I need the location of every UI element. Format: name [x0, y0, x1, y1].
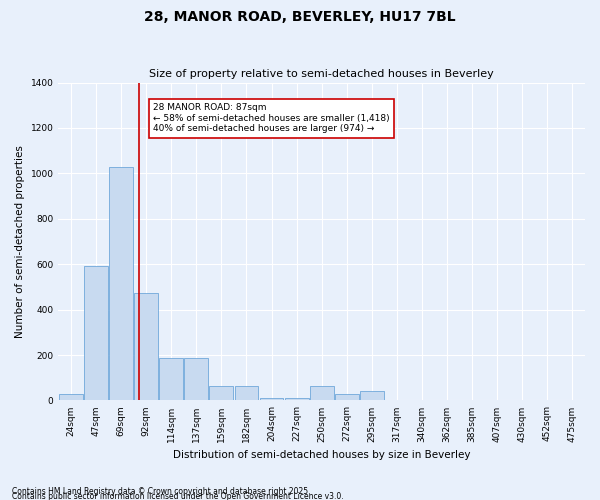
- Bar: [335, 394, 359, 400]
- Bar: [260, 398, 283, 400]
- Bar: [109, 166, 133, 400]
- Bar: [184, 358, 208, 401]
- Bar: [160, 358, 183, 401]
- Bar: [209, 386, 233, 400]
- Bar: [285, 398, 308, 400]
- Text: 28 MANOR ROAD: 87sqm
← 58% of semi-detached houses are smaller (1,418)
40% of se: 28 MANOR ROAD: 87sqm ← 58% of semi-detac…: [153, 103, 390, 133]
- Text: 28, MANOR ROAD, BEVERLEY, HU17 7BL: 28, MANOR ROAD, BEVERLEY, HU17 7BL: [144, 10, 456, 24]
- Bar: [84, 266, 108, 400]
- Text: Contains public sector information licensed under the Open Government Licence v3: Contains public sector information licen…: [12, 492, 344, 500]
- Text: Contains HM Land Registry data © Crown copyright and database right 2025.: Contains HM Land Registry data © Crown c…: [12, 486, 311, 496]
- Bar: [235, 386, 259, 400]
- Y-axis label: Number of semi-detached properties: Number of semi-detached properties: [15, 145, 25, 338]
- X-axis label: Distribution of semi-detached houses by size in Beverley: Distribution of semi-detached houses by …: [173, 450, 470, 460]
- Bar: [310, 386, 334, 400]
- Title: Size of property relative to semi-detached houses in Beverley: Size of property relative to semi-detach…: [149, 69, 494, 79]
- Bar: [134, 292, 158, 401]
- Bar: [360, 392, 384, 400]
- Bar: [59, 394, 83, 400]
